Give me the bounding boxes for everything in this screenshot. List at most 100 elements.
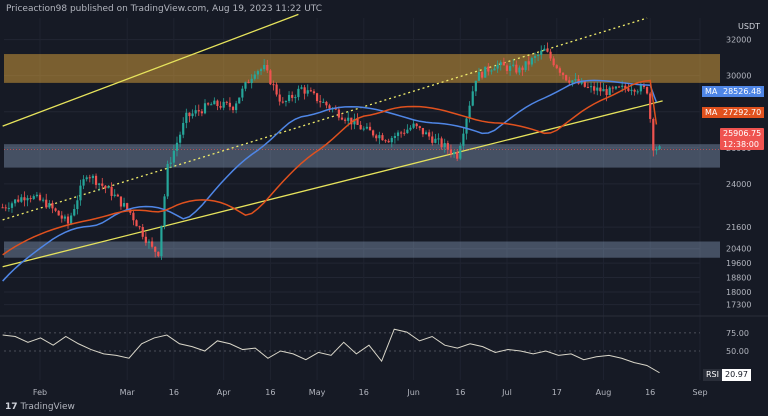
- candle-body: [505, 65, 509, 71]
- candle-body: [281, 101, 284, 103]
- candle-body: [23, 197, 26, 201]
- candle-body: [347, 117, 350, 121]
- candle-body: [508, 65, 512, 71]
- tradingview-wordmark: TradingView: [20, 402, 75, 412]
- candle-body: [116, 194, 119, 197]
- candle-body: [468, 105, 471, 119]
- candle-body: [126, 203, 129, 210]
- candle-body: [375, 135, 378, 139]
- rsi-badge: RSI 20.97: [703, 369, 751, 381]
- candle-body: [589, 86, 593, 88]
- candle-body: [42, 199, 45, 201]
- candle-body: [188, 112, 191, 117]
- ma-fast-line: [2, 79, 658, 282]
- candle-body: [250, 78, 253, 84]
- candle-body: [521, 67, 524, 71]
- candle-body: [403, 132, 406, 134]
- rsi-label: RSI: [703, 369, 722, 381]
- candle-body: [60, 215, 63, 219]
- candle-body: [334, 108, 337, 110]
- candle-body: [474, 80, 477, 92]
- candle-body: [132, 212, 135, 221]
- rsi-line: [2, 328, 660, 374]
- y-tick-label-0: 32000: [726, 36, 751, 45]
- y-tick-label-1: 30000: [726, 72, 751, 81]
- candle-body: [157, 251, 160, 257]
- last-price-badge: 25906.75 12:38:00: [720, 128, 765, 150]
- candle-body: [1, 207, 4, 209]
- candle-body: [178, 134, 182, 143]
- y-tick-label-6: 20400: [726, 245, 751, 254]
- candle-body: [138, 226, 141, 228]
- last-price-value: 25906.75: [723, 129, 762, 138]
- candle-body: [384, 140, 387, 142]
- candle-body: [107, 186, 110, 189]
- channel-line-1: [2, 100, 663, 268]
- candle-body: [452, 152, 456, 154]
- candle-body: [565, 75, 568, 81]
- candle-body: [200, 111, 203, 114]
- candle-body: [456, 152, 459, 159]
- candle-body: [219, 106, 222, 108]
- candle-body: [48, 203, 51, 208]
- tradingview-mark-icon: 17: [5, 402, 18, 412]
- candle-body: [459, 145, 462, 159]
- candle-body: [91, 175, 95, 179]
- candle-body: [51, 203, 54, 209]
- candle-body: [533, 56, 537, 59]
- candle-body: [238, 97, 241, 104]
- candle-body: [642, 85, 646, 88]
- y-tick-label-8: 18800: [726, 274, 751, 283]
- x-tick-label-9: Jul: [501, 388, 512, 397]
- candle-body: [38, 194, 42, 201]
- candle-body: [568, 80, 571, 83]
- candle-body: [580, 81, 583, 84]
- candle-body: [633, 89, 636, 92]
- candle-body: [122, 203, 126, 207]
- candle-body: [194, 110, 197, 114]
- candle-body: [617, 86, 621, 88]
- candle-body: [428, 132, 431, 137]
- candle-body: [88, 177, 91, 179]
- candle-body: [574, 79, 577, 81]
- x-tick-label-0: Feb: [33, 388, 47, 397]
- candle-body: [437, 138, 440, 140]
- candle-body: [17, 199, 20, 202]
- candle-body: [512, 64, 515, 66]
- candle-body: [294, 97, 297, 99]
- x-tick-label-11: Aug: [596, 388, 612, 397]
- candle-body: [493, 68, 496, 71]
- candle-body: [621, 85, 624, 87]
- ma-slow-label: MA: [702, 107, 721, 118]
- candle-body: [549, 51, 552, 59]
- candle-body: [284, 101, 288, 103]
- candle-body: [356, 118, 359, 125]
- candle-body: [480, 72, 484, 78]
- candle-body: [222, 101, 225, 108]
- x-tick-label-8: 16: [455, 388, 465, 397]
- tradingview-logo[interactable]: 17 TradingView: [5, 402, 75, 412]
- candle-body: [244, 82, 247, 89]
- candle-body: [110, 186, 113, 196]
- y-tick-label-4: 24000: [726, 180, 751, 189]
- candle-body: [98, 183, 101, 185]
- candle-body: [593, 86, 596, 91]
- candle-body: [630, 89, 633, 91]
- candle-body: [390, 137, 393, 143]
- candle-body: [70, 215, 73, 224]
- x-tick-label-12: 16: [645, 388, 655, 397]
- x-tick-label-3: Apr: [217, 388, 232, 397]
- candle-body: [359, 124, 362, 130]
- candle-body: [378, 135, 381, 139]
- candle-body: [247, 82, 250, 84]
- candle-body: [26, 198, 29, 201]
- currency-label: USDT: [738, 22, 760, 31]
- x-tick-label-10: 17: [552, 388, 562, 397]
- channel-line-0: [2, 13, 299, 127]
- candle-body: [543, 48, 546, 51]
- candle-body: [315, 93, 319, 102]
- candle-body: [418, 126, 421, 128]
- candle-body: [203, 103, 207, 114]
- candle-body: [172, 150, 175, 163]
